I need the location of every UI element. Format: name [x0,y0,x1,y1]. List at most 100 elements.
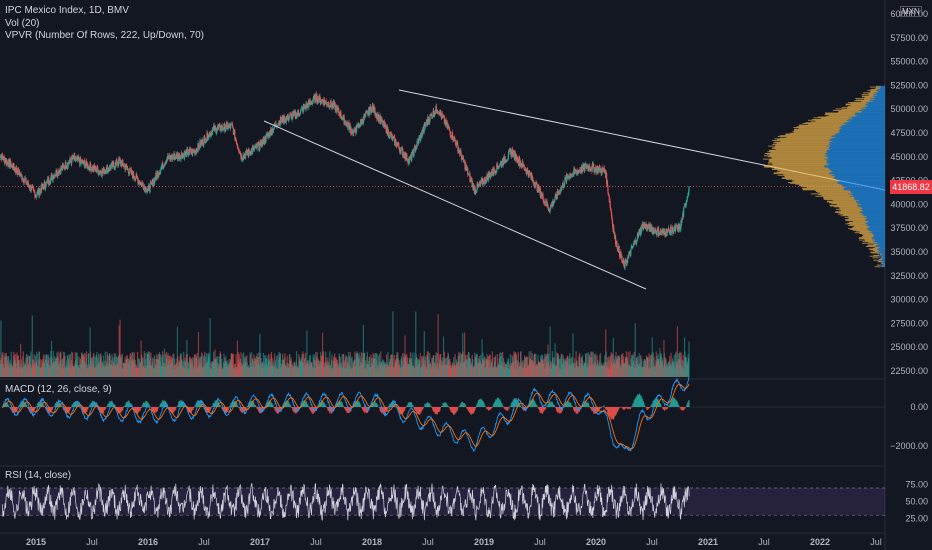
candle-body [641,224,643,229]
candle-body [631,246,633,249]
candle-body [207,139,209,141]
volume-bar [629,351,631,377]
candle-body [288,117,290,121]
volume-bar [494,355,497,377]
candle-body [616,246,618,250]
candle-body [299,114,301,116]
vpvr-down-bar [849,224,868,226]
candle-body [313,96,315,101]
vpvr-up-bar [843,186,885,188]
candle-body [630,246,632,250]
vpvr-down-bar [777,135,832,137]
candle-body [1,153,3,161]
volume-bar [637,355,639,377]
candle-body [88,165,90,168]
volume-bar [362,324,364,377]
candle-body [388,135,390,138]
volume-bar [152,357,154,377]
candle-body [100,173,102,177]
candle-body [102,169,104,172]
candle-body [43,183,45,190]
candle-body [351,129,353,134]
candle-body [177,155,179,160]
candle-body [687,195,689,197]
vpvr-down-bar [862,242,874,244]
time-tick-label: 2020 [586,537,606,547]
volume-bar [360,352,363,377]
vpvr-up-bar [831,135,885,137]
price-tick-label: 32500.00 [890,271,928,281]
candle-body [549,211,551,213]
candle-body [359,126,361,128]
vpvr-down-bar [828,202,857,204]
volume-bar [313,357,315,377]
vpvr-up-bar [856,202,885,204]
candle-body [581,167,584,172]
candle-body [356,124,358,133]
candle-body [68,161,71,164]
candle-body [126,165,128,169]
vpvr-up-bar [828,162,885,164]
volume-bar [612,337,614,377]
volume-bar [559,359,561,377]
candle-body [207,137,209,140]
candle-body [160,167,162,169]
volume-bar [160,355,162,377]
candle-body [146,190,149,191]
volume-bar [364,360,367,377]
candle-body [514,151,516,154]
vpvr-up-bar [874,234,885,236]
candle-body [434,110,437,115]
vpvr-up-bar [862,212,885,214]
candle-body [323,99,325,106]
candle-body [326,104,328,106]
candle-body [514,151,516,159]
candle-body [227,128,229,130]
volume-bar [513,351,515,377]
candle-body [214,125,216,131]
vpvr-up-bar [828,147,885,149]
vpvr-up-bar [825,153,885,155]
candle-body [668,227,670,231]
candle-body [18,169,20,174]
candle-body [523,165,525,170]
volume-bar [221,358,223,377]
candle-body [593,171,596,173]
lower-trendline [263,120,647,290]
candle-body [521,161,523,168]
candle-body [118,158,120,166]
candle-body [245,151,247,154]
vpvr-up-bar [862,207,885,209]
candle-body [150,181,152,183]
candle-body [670,226,672,233]
candle-body [448,127,450,131]
vpvr-down-bar [763,165,825,167]
candle-body [218,126,220,128]
candle-body [297,110,299,113]
candle-body [187,149,189,156]
candle-body [128,173,130,175]
candle-body [203,138,205,146]
volume-bar [304,352,307,377]
candle-body [114,167,116,169]
candle-body [265,134,268,135]
candle-body [269,131,271,136]
candle-body [103,171,105,174]
volume-bar [651,337,653,377]
candle-body [28,186,30,189]
candle-body [677,227,679,230]
vpvr-down-bar [790,182,838,184]
candle-body [508,151,510,152]
volume-bar [648,353,650,377]
candle-body [80,157,82,162]
vpvr-up-bar [832,170,885,172]
candle-body [628,252,630,256]
vpvr-down-bar [772,162,829,164]
candle-body [627,256,629,258]
vpvr-down-bar [833,206,860,208]
candle-body [570,175,572,178]
vpvr-up-bar [845,186,885,188]
candle-body [498,165,500,168]
candle-body [489,172,491,175]
candle-body [105,172,107,174]
